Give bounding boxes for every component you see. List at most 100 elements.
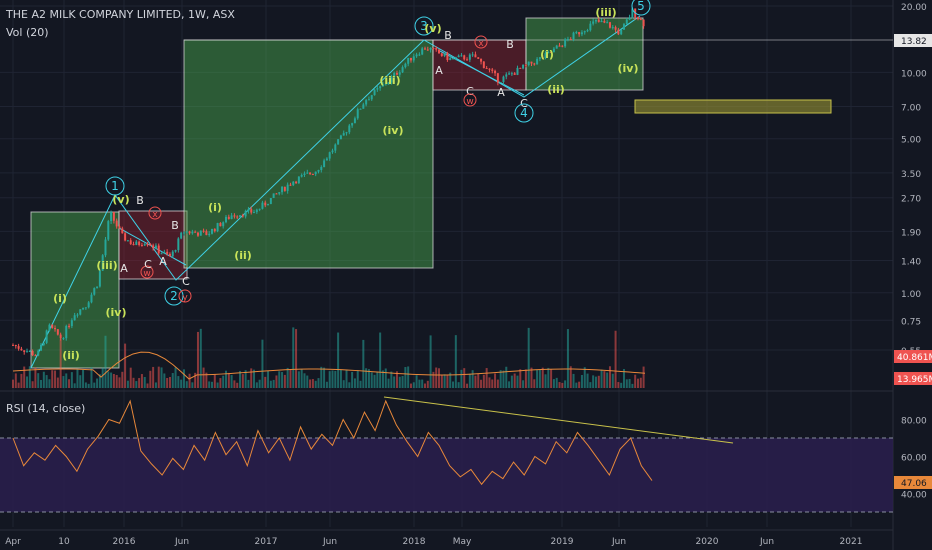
volume-bar (295, 329, 298, 388)
candle-body (342, 133, 345, 136)
volume-bar (171, 373, 174, 388)
volume-bar (20, 373, 23, 388)
volume-bar (267, 370, 270, 388)
volume-bar (566, 329, 569, 388)
volume-bar (255, 382, 258, 388)
volume-bar (536, 370, 539, 388)
candle-body (45, 330, 48, 343)
volume-bar (597, 375, 600, 388)
volume-bar (482, 374, 485, 388)
candle-body (356, 109, 359, 119)
volume-bar (166, 377, 169, 388)
candle-body (26, 351, 29, 353)
volume-bar (485, 368, 488, 388)
volume-bar (381, 370, 384, 388)
candle-body (309, 172, 312, 175)
axes: 20.00 10.00 7.00 5.00 3.50 2.70 1.90 1.40 1.00 0.… (5, 3, 932, 547)
volume-bar (146, 383, 149, 388)
candle-body (281, 186, 284, 193)
candle-body (160, 253, 163, 255)
candle-body (452, 58, 455, 60)
candle-body (244, 210, 247, 217)
candle-body (258, 208, 261, 210)
volume-bar (443, 374, 446, 388)
candle-body (482, 61, 485, 69)
volume-bar (331, 370, 334, 388)
candle-body (56, 329, 59, 335)
candle-body (401, 67, 404, 73)
candle-body (126, 240, 129, 242)
wave-label: (iv) (383, 124, 404, 137)
volume-bar (533, 379, 536, 388)
volume-bar (191, 382, 194, 388)
price-tick-label: 2.70 (901, 195, 921, 205)
candle-body (398, 72, 401, 75)
wave-label: (i) (540, 48, 554, 61)
volume-bar (463, 368, 466, 388)
candle-body (241, 215, 244, 217)
candle-body (51, 324, 54, 328)
candle-body (149, 244, 152, 246)
price-candles (12, 7, 645, 357)
candle-body (261, 202, 264, 209)
wave-label: B (136, 194, 144, 207)
candle-body (250, 209, 253, 213)
candle-body (373, 89, 376, 96)
volume-bar (65, 373, 68, 388)
price-tick-label: 20.00 (901, 3, 927, 13)
volume-bar (558, 382, 561, 388)
candle-body (264, 202, 267, 206)
candle-body (443, 53, 446, 56)
wave-label: C (144, 258, 152, 271)
candle-body (337, 139, 340, 145)
candle-body (180, 232, 183, 239)
volume-bar (384, 368, 387, 388)
volume-ma-line (12, 351, 646, 380)
time-tick-label: 2017 (255, 537, 278, 547)
volume-bar (362, 339, 365, 388)
volume-bar (84, 382, 87, 388)
wave-label: x (152, 210, 158, 220)
rsi-tick-label: 80.00 (901, 417, 927, 427)
volume-bar (390, 371, 393, 388)
wave-label-circle (514, 103, 534, 123)
rsi-pane (0, 396, 893, 513)
volume-bar (407, 366, 410, 388)
candle-body (365, 100, 368, 105)
volume-bar (348, 382, 351, 388)
candle-body (84, 307, 87, 309)
volume-bar (527, 327, 530, 388)
candle-body (530, 61, 533, 64)
volume-bar (157, 366, 160, 388)
wave-label: y (182, 293, 188, 303)
candle-body (608, 22, 611, 28)
candle-body (121, 228, 124, 234)
candle-body (454, 57, 457, 59)
candle-body (62, 338, 65, 340)
volume-bar (79, 375, 82, 388)
volume-bar (135, 381, 138, 388)
volume-bar (499, 370, 502, 388)
candle-body (592, 21, 595, 24)
candle-body (393, 73, 396, 77)
volume-bar (337, 332, 340, 388)
candle-body (594, 19, 597, 22)
volume-bar (73, 383, 76, 388)
volume-bar (140, 374, 143, 388)
candle-body (440, 53, 443, 56)
candle-body (387, 82, 390, 85)
wave-label: (iii) (595, 6, 616, 19)
price-tick-label: 7.00 (901, 103, 921, 113)
candle-body (118, 226, 121, 229)
volume-bar (622, 369, 625, 388)
candle-body (538, 57, 541, 59)
wave-label: (v) (112, 193, 129, 206)
candle-body (488, 68, 491, 70)
volume-bar (182, 369, 185, 388)
volume-bar (594, 376, 597, 388)
volume-bar (603, 371, 606, 388)
volume-bar (258, 379, 261, 388)
volume-bar (620, 382, 623, 388)
candle-body (196, 232, 199, 236)
